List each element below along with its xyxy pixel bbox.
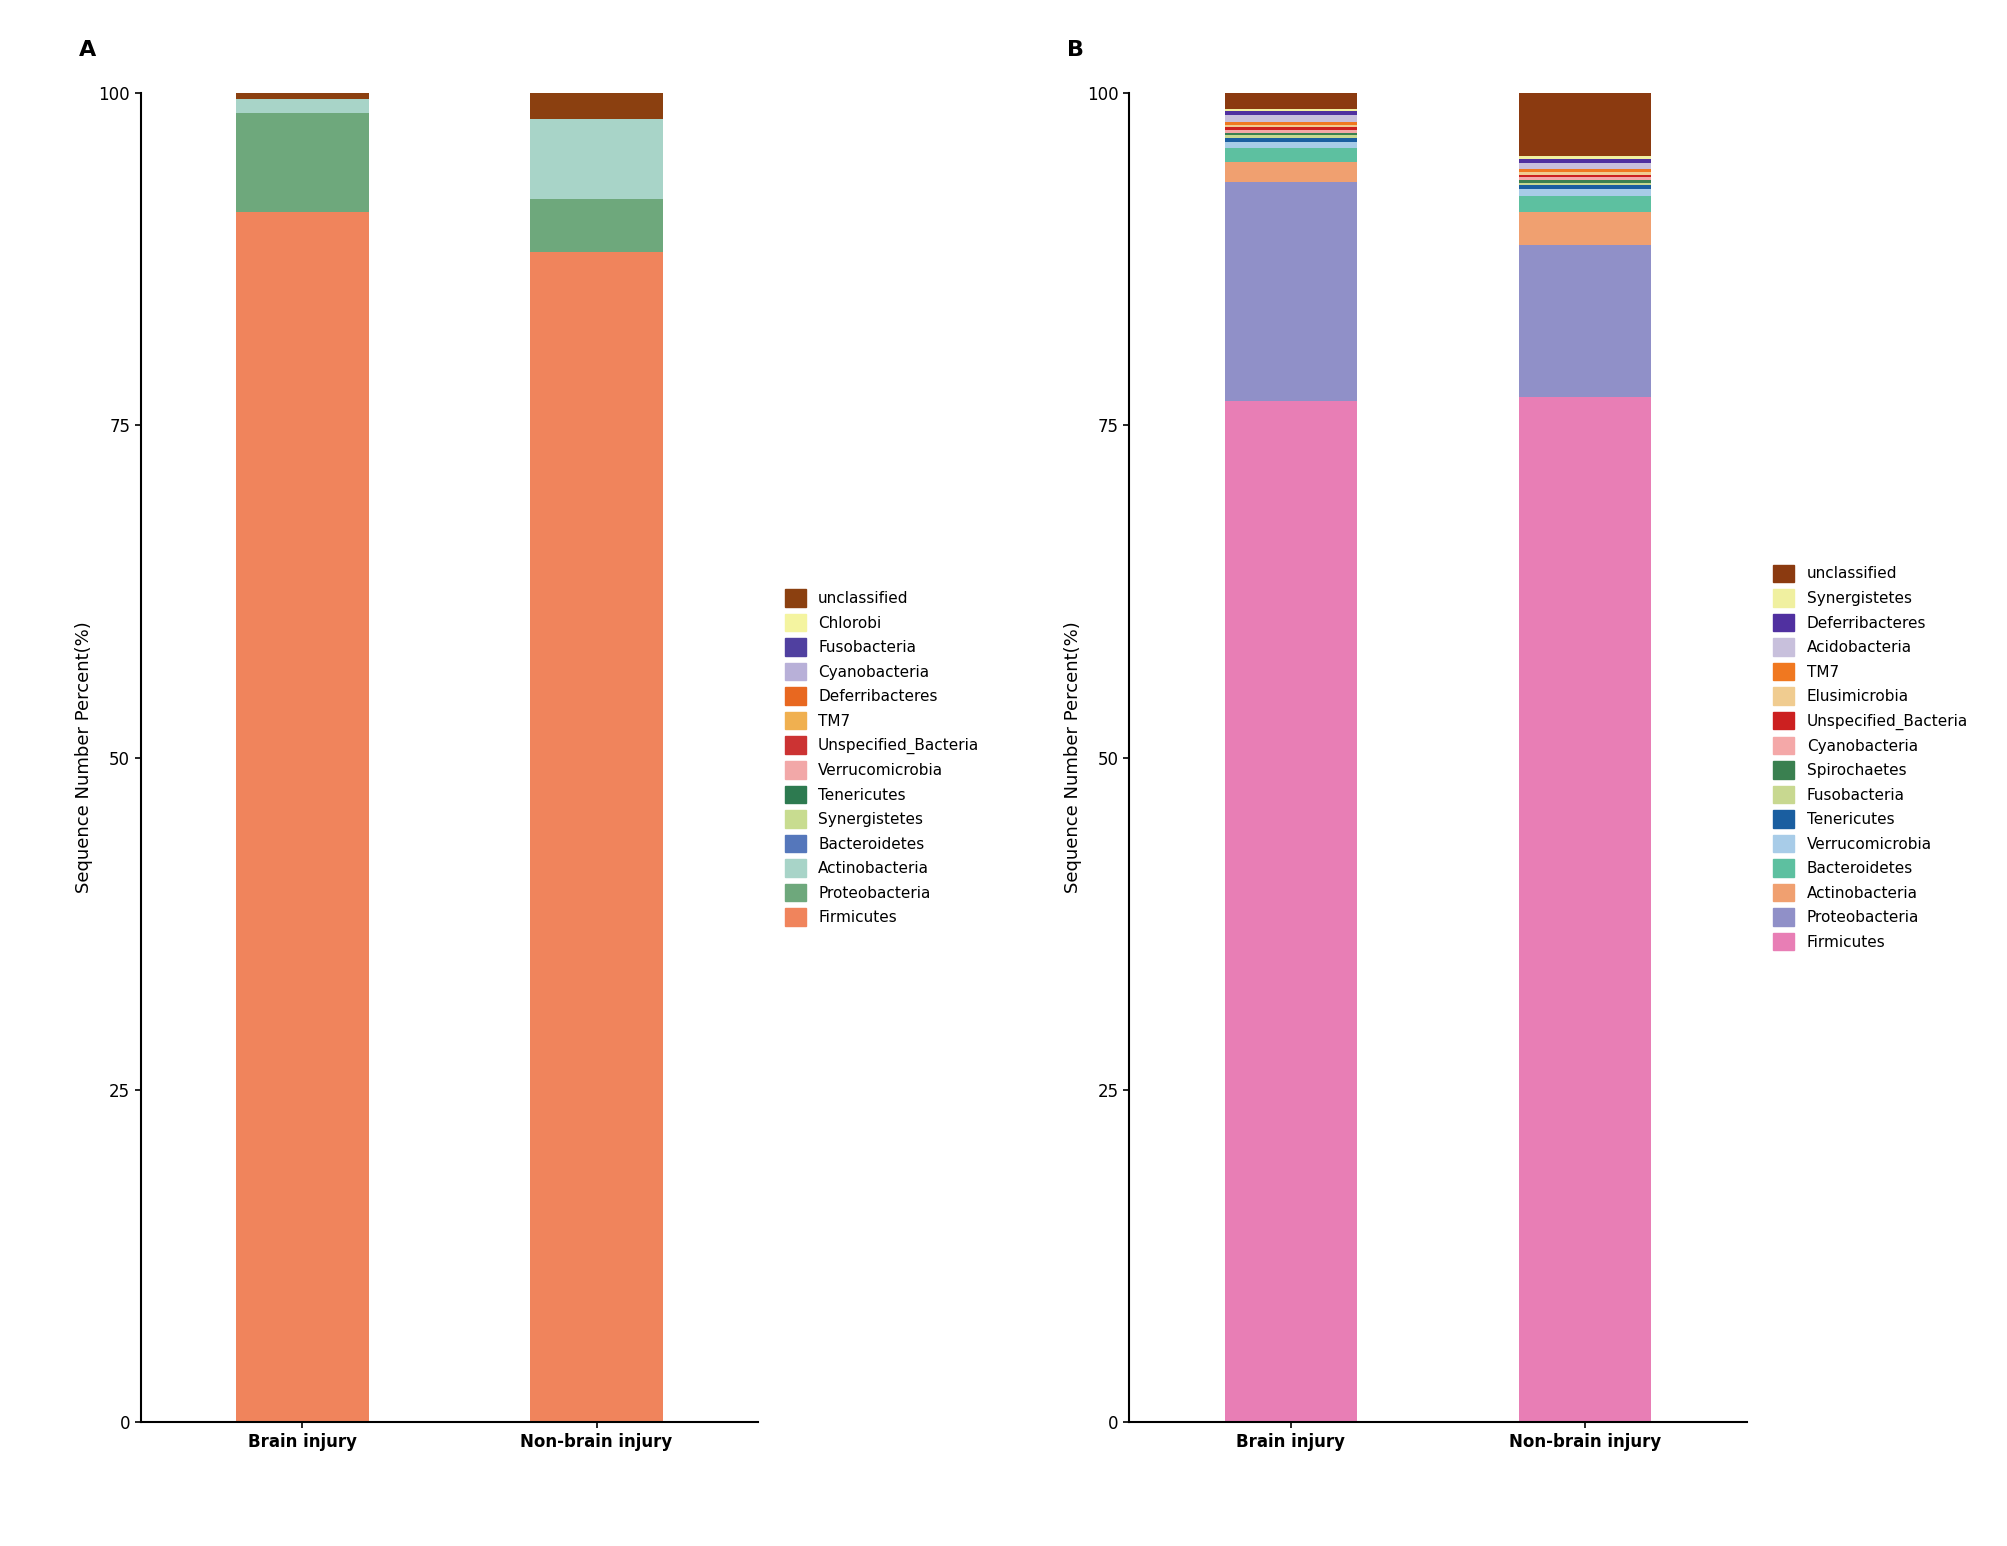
Bar (1517, 397, 1650, 1422)
Bar (1224, 148, 1357, 162)
Bar (1517, 196, 1650, 212)
Bar (1224, 127, 1357, 130)
Bar (237, 113, 369, 212)
Bar (1517, 186, 1650, 189)
Bar (1224, 111, 1357, 116)
Bar (1224, 135, 1357, 138)
Bar (1517, 170, 1650, 172)
Bar (1224, 116, 1357, 122)
Bar (1517, 156, 1650, 159)
Bar (1224, 122, 1357, 125)
Bar (1224, 133, 1357, 135)
Bar (1517, 175, 1650, 178)
Bar (1517, 212, 1650, 244)
Bar (530, 199, 662, 252)
Y-axis label: Sequence Number Percent(%): Sequence Number Percent(%) (74, 621, 92, 894)
Bar (1517, 159, 1650, 162)
Bar (1517, 93, 1650, 156)
Bar (1517, 189, 1650, 196)
Bar (1224, 142, 1357, 148)
Bar (530, 252, 662, 1422)
Bar (1224, 162, 1357, 182)
Bar (530, 93, 662, 119)
Bar (530, 119, 662, 199)
Bar (1517, 244, 1650, 397)
Bar (1224, 125, 1357, 127)
Legend: unclassified, Chlorobi, Fusobacteria, Cyanobacteria, Deferribacteres, TM7, Unspe: unclassified, Chlorobi, Fusobacteria, Cy… (779, 583, 985, 932)
Bar (237, 93, 369, 99)
Bar (1224, 138, 1357, 142)
Bar (1517, 182, 1650, 186)
Bar (1224, 182, 1357, 400)
Bar (1517, 179, 1650, 182)
Text: A: A (78, 40, 96, 60)
Y-axis label: Sequence Number Percent(%): Sequence Number Percent(%) (1064, 621, 1082, 894)
Legend: unclassified, Synergistetes, Deferribacteres, Acidobacteria, TM7, Elusimicrobia,: unclassified, Synergistetes, Deferribact… (1766, 558, 1973, 957)
Bar (237, 99, 369, 113)
Text: B: B (1068, 40, 1084, 60)
Bar (1517, 172, 1650, 175)
Bar (1224, 108, 1357, 111)
Bar (1517, 178, 1650, 179)
Bar (1224, 93, 1357, 108)
Bar (1224, 400, 1357, 1422)
Bar (237, 212, 369, 1422)
Bar (1224, 130, 1357, 133)
Bar (1517, 162, 1650, 170)
